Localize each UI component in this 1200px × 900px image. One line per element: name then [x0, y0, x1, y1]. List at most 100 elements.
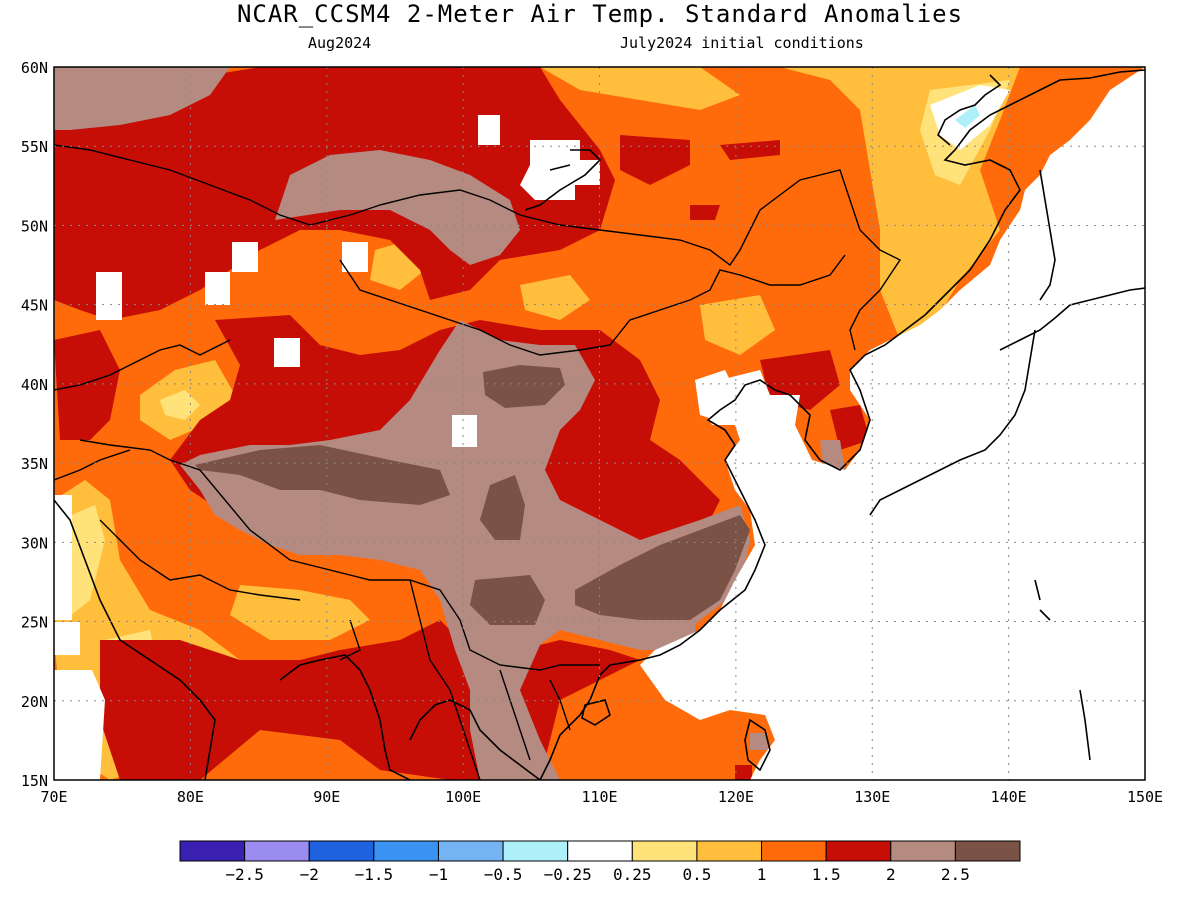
anomaly-region: [274, 338, 300, 367]
anomaly-region: [452, 415, 477, 447]
anomaly-region: [620, 135, 690, 185]
anomaly-region: [483, 365, 565, 408]
border: [54, 144, 902, 351]
anomaly-region: [540, 67, 740, 110]
anomaly-region: [720, 140, 780, 160]
longitude-label: 70E: [40, 788, 67, 806]
latitude-label: 60N: [21, 59, 48, 77]
coastline: [54, 499, 216, 780]
anomaly-region: [750, 733, 768, 750]
anomaly-region: [880, 290, 1145, 780]
border: [79, 439, 600, 671]
anomaly-region: [205, 272, 230, 305]
colorbar-label: 0.25: [613, 865, 652, 884]
coastline: [744, 718, 771, 772]
colorbar-label: 0.5: [682, 865, 711, 884]
anomaly-region: [910, 325, 940, 345]
anomaly-region: [955, 105, 980, 128]
anomaly-region: [520, 140, 600, 200]
anomaly-region: [575, 515, 750, 620]
coastline: [869, 329, 1036, 516]
anomaly-region: [54, 330, 120, 440]
coastline: [581, 699, 611, 726]
anomaly-region: [735, 765, 752, 780]
coastline: [937, 74, 1002, 146]
colorbar-label: −1.5: [355, 865, 394, 884]
latitude-label: 20N: [21, 693, 48, 711]
longitude-label: 100E: [445, 788, 481, 806]
anomaly-region: [275, 150, 520, 265]
coastline: [409, 699, 541, 780]
colorbar-swatch: [308, 840, 375, 862]
colorbar-label: −2.5: [225, 865, 264, 884]
coastline: [1034, 579, 1091, 761]
latitude-label: 40N: [21, 376, 48, 394]
border: [499, 669, 571, 761]
anomaly-region: [690, 205, 720, 220]
latitude-label: 45N: [21, 297, 48, 315]
latitude-label: 25N: [21, 614, 48, 632]
border: [54, 449, 301, 601]
map-title: NCAR_CCSM4 2-Meter Air Temp. Standard An…: [236, 0, 964, 28]
latitude-label: 30N: [21, 534, 48, 552]
colorbar-swatch: [696, 840, 763, 862]
anomaly-region: [54, 67, 230, 130]
colorbar-swatch: [631, 840, 698, 862]
latitude-label: 55N: [21, 138, 48, 156]
latitude-label: 15N: [21, 772, 48, 790]
border: [54, 339, 231, 391]
anomaly-region: [54, 495, 72, 620]
longitude-labels: 70E 80E 90E 100E 110E 120E 130E 140E 150E: [40, 788, 1163, 806]
latitude-label: 50N: [21, 217, 48, 235]
colorbar-swatch: [437, 840, 504, 862]
anomaly-region: [830, 405, 870, 450]
valid-month-label: Aug2024: [308, 34, 372, 52]
coastline: [539, 69, 1145, 780]
anomaly-region: [195, 445, 450, 505]
colorbar-swatch: [567, 840, 633, 862]
longitude-label: 120E: [718, 788, 754, 806]
gridlines: [54, 67, 1145, 780]
anomaly-shading: [54, 67, 1145, 780]
colorbar-swatch: [373, 840, 439, 862]
colorbar-label: −0.5: [484, 865, 523, 884]
colorbar-swatch: [502, 840, 569, 862]
anomaly-region: [470, 575, 545, 625]
longitude-label: 130E: [854, 788, 890, 806]
colorbar-swatch: [890, 840, 956, 862]
colorbar-legend: −2.5 −2 −1.5 −1 −0.5 −0.25 0.25 0.5 1 1.5 2 2.5: [179, 840, 1021, 884]
anomaly-region: [695, 370, 740, 425]
anomaly-region: [342, 242, 368, 272]
colorbar-label: −0.25: [544, 865, 592, 884]
border: [339, 579, 481, 780]
anomaly-region: [232, 242, 258, 272]
colorbar-label: −1: [429, 865, 448, 884]
anomaly-region: [520, 275, 590, 320]
coastline: [1039, 169, 1056, 301]
latitude-labels: 60N 55N 50N 45N 40N 35N 30N 25N 20N 15N: [21, 59, 48, 790]
colorbar-swatch: [179, 840, 246, 862]
longitude-label: 110E: [581, 788, 617, 806]
longitude-label: 140E: [991, 788, 1027, 806]
coastline: [524, 149, 602, 211]
longitude-label: 90E: [313, 788, 340, 806]
anomaly-region: [54, 622, 80, 655]
colorbar-label: −2: [300, 865, 319, 884]
initial-conditions-label: July2024 initial conditions: [620, 34, 864, 52]
anomaly-region: [230, 585, 370, 640]
colorbar-label: 1.5: [812, 865, 841, 884]
coastline: [279, 654, 411, 780]
colorbar-swatch: [244, 840, 310, 862]
border: [339, 254, 846, 356]
anomaly-region: [478, 115, 500, 145]
colorbar-label: 2.5: [941, 865, 970, 884]
latitude-label: 35N: [21, 455, 48, 473]
colorbar-swatch: [825, 840, 892, 862]
map-frame: [53, 66, 1146, 781]
national-borders: [54, 144, 902, 780]
colorbar-label: 1: [757, 865, 767, 884]
anomaly-region: [480, 475, 525, 540]
colorbar-swatch: [954, 840, 1021, 862]
colorbar-swatch: [761, 840, 827, 862]
